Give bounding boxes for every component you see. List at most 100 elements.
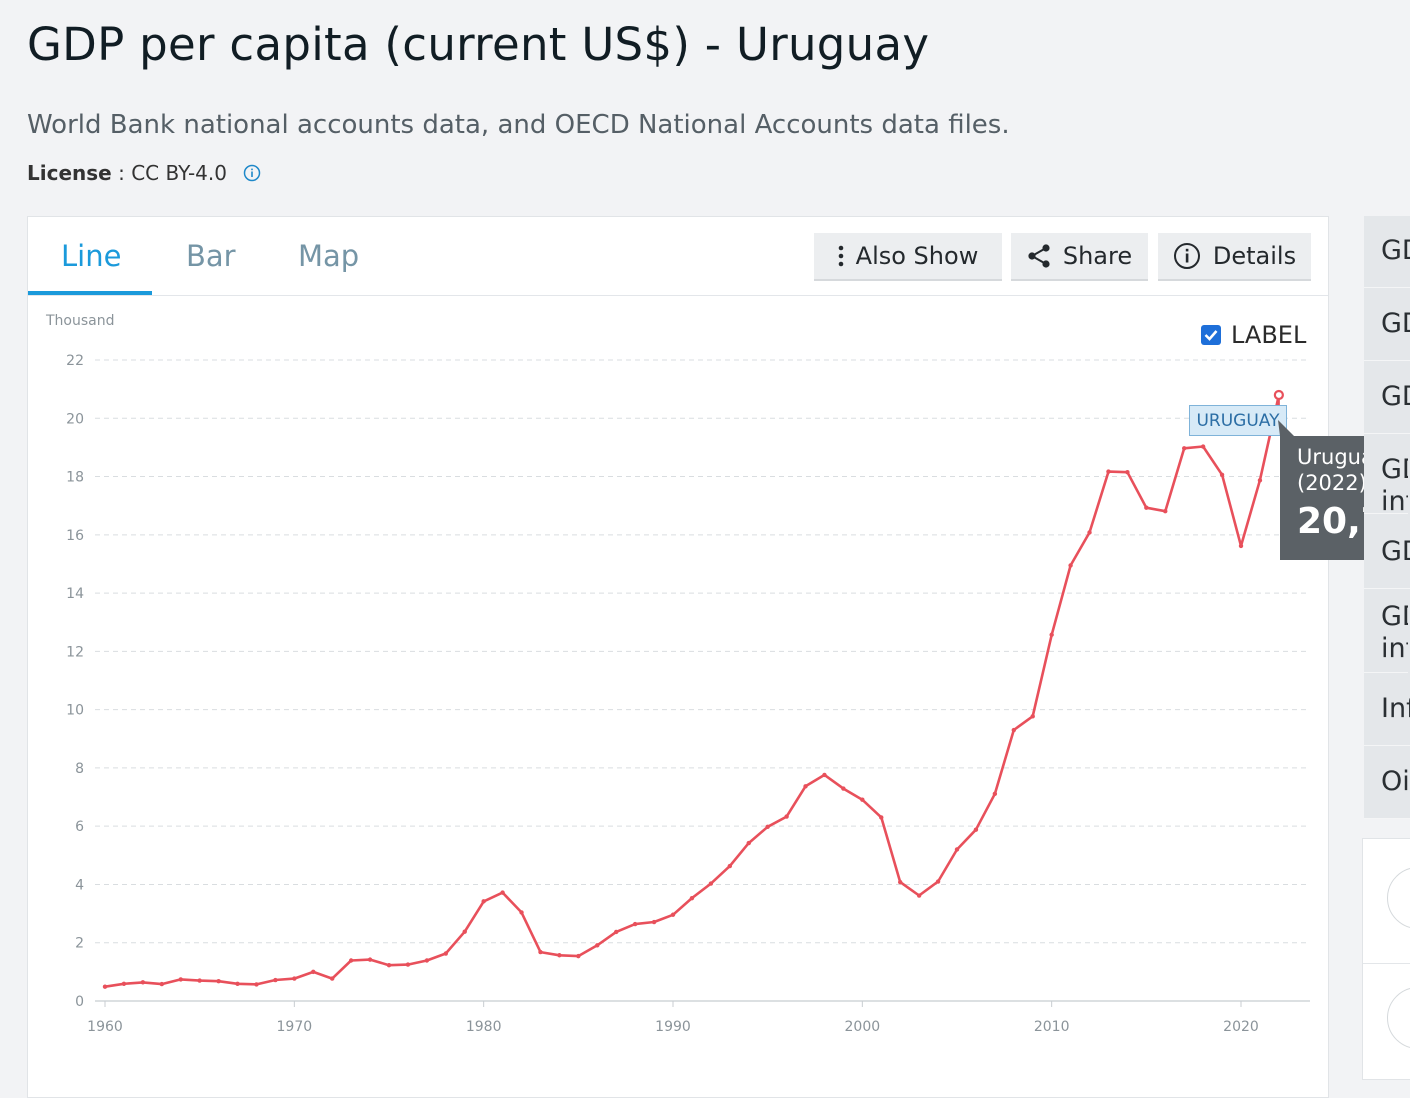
page-title: GDP per capita (current US$) - Uruguay: [27, 18, 930, 71]
tab-line[interactable]: Line: [61, 239, 122, 273]
side-card: [1362, 838, 1410, 1080]
data-point: [973, 827, 979, 832]
x-tick-label: 2020: [1223, 1019, 1259, 1035]
data-point: [519, 910, 524, 915]
data-point: [159, 981, 164, 987]
data-point: [1144, 505, 1149, 510]
data-point: [1011, 727, 1016, 733]
data-point: [1087, 530, 1092, 535]
related-indicator-item[interactable]: GD int: [1364, 434, 1408, 514]
label-checkbox[interactable]: [1201, 325, 1221, 345]
data-point: [443, 951, 448, 956]
dollar-app-icon[interactable]: [1387, 987, 1410, 1049]
data-point: [405, 962, 411, 967]
related-indicator-item[interactable]: Inf: [1364, 673, 1410, 746]
data-point: [1068, 563, 1073, 568]
data-point: [898, 879, 903, 885]
tooltip-pointer: [1278, 420, 1294, 436]
related-indicator-item[interactable]: GD: [1364, 288, 1410, 361]
related-indicator-item[interactable]: GD int: [1364, 589, 1408, 673]
x-tick-label: 1970: [277, 1019, 313, 1035]
y-tick-label: 20: [66, 411, 84, 427]
data-point: [1049, 632, 1054, 637]
data-point: [841, 786, 846, 791]
license-line: License : CC BY-4.0: [27, 161, 261, 185]
license-value: : CC BY-4.0: [118, 161, 227, 185]
y-axis-unit-label: Thousand: [45, 313, 115, 329]
data-point: [102, 984, 108, 989]
data-point: [178, 977, 183, 982]
data-point: [235, 981, 240, 987]
y-tick-label: 0: [75, 994, 84, 1010]
data-point: [1163, 509, 1168, 514]
y-tick-label: 16: [66, 528, 84, 544]
y-tick-label: 8: [75, 761, 84, 777]
related-indicator-item[interactable]: GD: [1364, 216, 1410, 288]
y-tick-label: 14: [66, 586, 84, 602]
data-point: [689, 895, 695, 901]
license-label: License: [27, 161, 112, 185]
active-tab-indicator: [28, 291, 152, 295]
data-point-highlighted: [1273, 389, 1284, 401]
data-point: [954, 847, 960, 852]
data-point: [292, 976, 297, 981]
data-point: [462, 929, 467, 934]
data-point: [916, 893, 922, 898]
data-point: [1238, 543, 1244, 549]
data-point: [1182, 446, 1187, 451]
data-point: [481, 899, 486, 904]
data-point: [746, 840, 751, 846]
related-indicator-item[interactable]: GD: [1364, 361, 1410, 434]
also-show-label: Also Show: [855, 242, 979, 270]
also-show-button[interactable]: Also Show: [814, 233, 1002, 281]
y-tick-label: 18: [66, 470, 84, 486]
data-point: [1257, 478, 1263, 483]
share-button[interactable]: Share: [1011, 233, 1148, 281]
data-point: [1219, 472, 1225, 477]
data-point: [197, 978, 202, 983]
data-point: [557, 953, 562, 958]
data-point: [500, 890, 505, 895]
data-point: [1106, 469, 1111, 474]
tab-bar[interactable]: Bar: [186, 239, 236, 273]
data-point: [367, 957, 373, 962]
page-subtitle: World Bank national accounts data, and O…: [27, 110, 1010, 140]
data-point: [140, 980, 146, 985]
data-point: [632, 921, 638, 927]
y-tick-label: 12: [66, 644, 84, 660]
y-tick-label: 6: [75, 819, 84, 835]
data-point: [576, 953, 581, 959]
data-point: [935, 879, 941, 884]
data-point: [803, 784, 808, 789]
data-point: [330, 976, 335, 981]
data-point: [538, 949, 543, 955]
related-indicator-item[interactable]: GD: [1364, 514, 1410, 589]
x-tick-label: 1980: [466, 1019, 502, 1035]
related-indicator-item[interactable]: Oi: [1364, 746, 1410, 819]
line-chart: Thousand 0 2 4 6 8 10 12 14 16 18 20 22 1960 1970 1980 1…: [45, 313, 1310, 1035]
data-point: [651, 919, 657, 925]
y-tick-label: 10: [66, 703, 84, 719]
data-point: [121, 981, 127, 987]
data-point: [1200, 444, 1206, 449]
data-point: [765, 824, 770, 829]
data-point: [822, 772, 827, 778]
data-point: [348, 958, 354, 963]
y-tick-label: 2: [75, 936, 84, 952]
details-button[interactable]: Details: [1158, 233, 1311, 281]
info-icon[interactable]: [243, 164, 261, 185]
checkmark-icon: [1204, 330, 1218, 341]
label-toggle[interactable]: LABEL: [1201, 321, 1306, 349]
data-point: [254, 982, 259, 987]
data-point: [879, 815, 884, 820]
tab-map[interactable]: Map: [298, 239, 360, 273]
data-point: [670, 912, 676, 917]
x-tick-label: 2010: [1034, 1019, 1070, 1035]
chart-app-icon[interactable]: [1387, 867, 1410, 929]
data-point: [273, 977, 278, 983]
data-point: [784, 814, 789, 819]
tooltip-year: (2022): [1297, 471, 1367, 495]
x-tick-label: 1990: [655, 1019, 691, 1035]
data-point: [424, 958, 430, 963]
kebab-menu-icon: [838, 245, 843, 267]
